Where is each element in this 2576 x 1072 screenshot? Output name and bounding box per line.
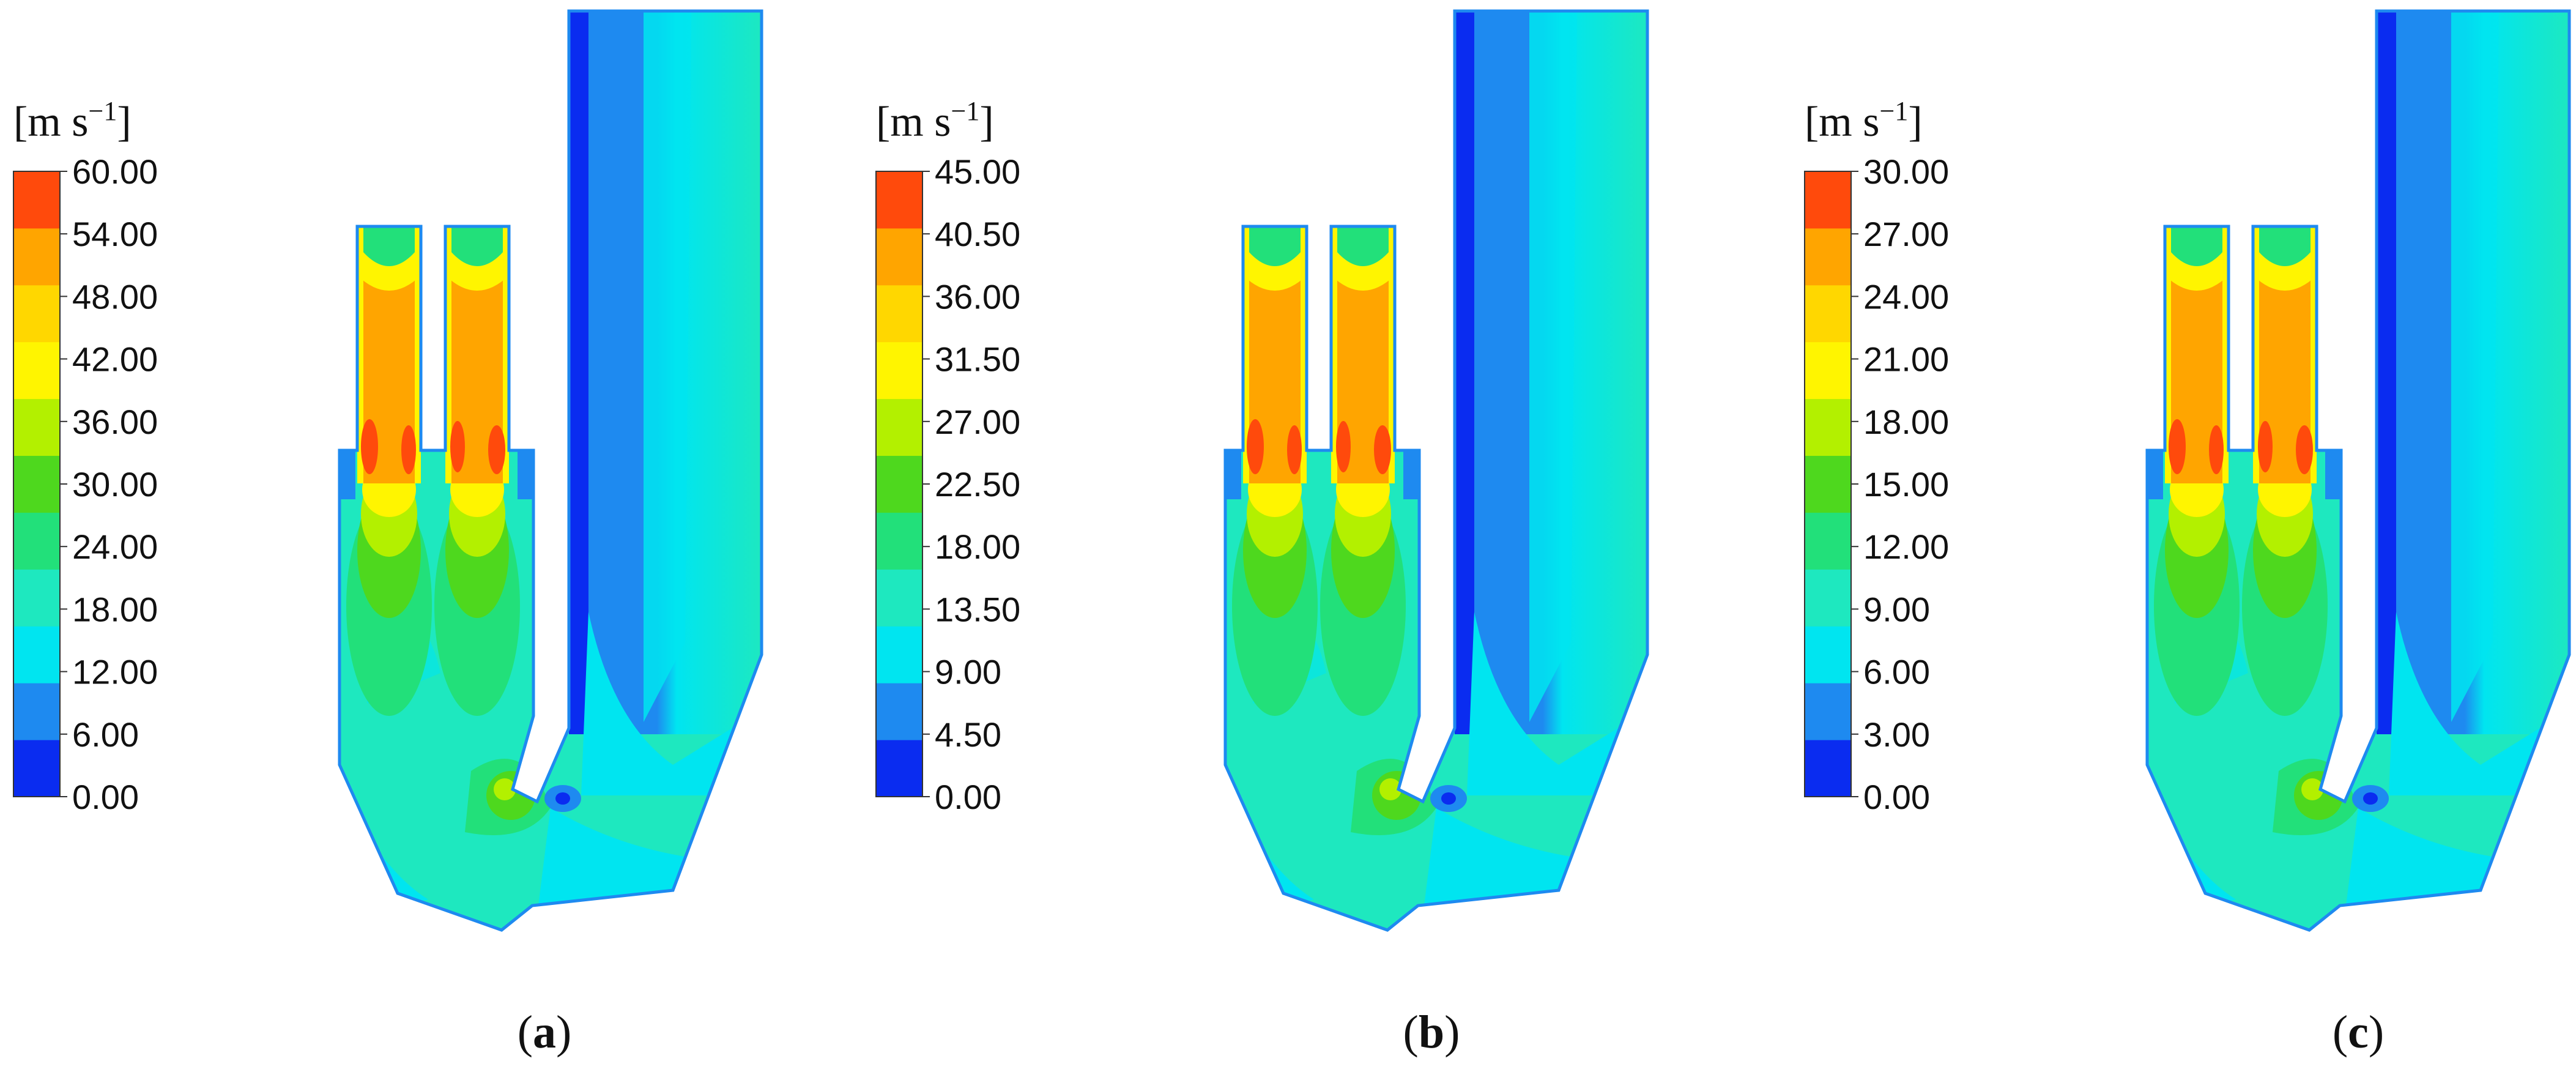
velocity-field-b [1216, 0, 1657, 979]
colorbar-a-tick-label: 54.00 [72, 215, 158, 253]
colorbar-a-swatch-8 [13, 285, 60, 343]
colorbar-a-swatch-10 [13, 171, 60, 229]
colorbar-a-swatch-3 [13, 569, 60, 627]
unit-label-a: [m s−1] [13, 96, 132, 146]
colorbar-b-tick-label: 27.00 [935, 403, 1020, 441]
colorbar-a-swatch-0 [13, 740, 60, 797]
colorbar-a: [m s−1] 60.00 54.00 48.00 42.00 36.00 30.00 24… [13, 96, 158, 816]
colorbar-c-tick-label: 30.00 [1863, 152, 1949, 191]
colorbar-b-swatch-8 [876, 285, 922, 343]
colorbar-c-tick-label: 0.00 [1863, 778, 1930, 816]
colorbar-b-tick-label: 13.50 [935, 590, 1020, 628]
colorbar-c-swatch-7 [1805, 341, 1851, 400]
panel-label-b: (b) [1403, 1007, 1460, 1058]
colorbar-c-swatch-9 [1805, 228, 1851, 286]
colorbar-b-tick-label: 22.50 [935, 465, 1020, 504]
colorbar-b-swatch-6 [876, 398, 922, 456]
panel-label-a: (a) [518, 1007, 572, 1058]
colorbar-b-swatch-4 [876, 512, 922, 570]
panel-a: [m s−1] 60.00 54.00 48.00 42.00 36.00 30.00 24… [13, 0, 771, 1058]
velocity-field-a [330, 0, 771, 979]
colorbar-c-swatch-10 [1805, 171, 1851, 229]
colorbar-a-tick-label: 48.00 [72, 277, 158, 316]
colorbar-b: [m s−1] 45.00 40.50 36.00 31.50 27.00 22.50 18… [875, 96, 1020, 816]
colorbar-c-swatch-4 [1805, 512, 1851, 570]
colorbar-a-tick-label: 18.00 [72, 590, 158, 628]
colorbar-b-tick-label: 31.50 [935, 340, 1020, 379]
colorbar-c-tick-label: 21.00 [1863, 340, 1949, 379]
colorbar-c-swatch-2 [1805, 626, 1851, 683]
unit-label-c: [m s−1] [1805, 96, 1923, 146]
colorbar-a-tick-label: 30.00 [72, 465, 158, 504]
colorbar-c-tick-label: 27.00 [1863, 215, 1949, 253]
colorbar-a-swatch-6 [13, 398, 60, 456]
colorbar-c: [m s−1] 30.00 27.00 24.00 21.00 18.00 15.00 12… [1804, 96, 1949, 816]
colorbar-a-tick-label: 60.00 [72, 152, 158, 191]
colorbar-a-tick-label: 36.00 [72, 403, 158, 441]
colorbar-c-tick-label: 24.00 [1863, 277, 1949, 316]
colorbar-b-swatch-10 [876, 171, 922, 229]
colorbar-b-tick-label: 18.00 [935, 527, 1020, 566]
colorbar-a-swatch-2 [13, 626, 60, 683]
colorbar-b-swatch-3 [876, 569, 922, 627]
colorbar-b-tick-label: 36.00 [935, 277, 1020, 316]
colorbar-a-swatch-5 [13, 455, 60, 513]
colorbar-a-swatch-7 [13, 341, 60, 400]
colorbar-a-swatch-9 [13, 228, 60, 286]
colorbar-b-tick-label: 40.50 [935, 215, 1020, 253]
colorbar-c-tick-label: 3.00 [1863, 715, 1930, 754]
colorbar-b-swatch-7 [876, 341, 922, 400]
colorbar-b-swatch-9 [876, 228, 922, 286]
colorbar-b-swatch-5 [876, 455, 922, 513]
colorbar-a-swatch-1 [13, 683, 60, 740]
colorbar-a-tick-label: 24.00 [72, 527, 158, 566]
colorbar-b-tick-label: 9.00 [935, 653, 1001, 691]
colorbar-c-tick-label: 18.00 [1863, 403, 1949, 441]
colorbar-a-swatch-4 [13, 512, 60, 570]
colorbar-c-swatch-1 [1805, 683, 1851, 740]
colorbar-a-tick-label: 6.00 [72, 715, 139, 754]
colorbar-c-tick-label: 12.00 [1863, 527, 1949, 566]
colorbar-a-tick-label: 42.00 [72, 340, 158, 379]
colorbar-c-tick-label: 15.00 [1863, 465, 1949, 504]
panel-label-c: (c) [2333, 1007, 2384, 1058]
colorbar-a-tick-label: 0.00 [72, 778, 139, 816]
colorbar-c-tick-label: 9.00 [1863, 590, 1930, 628]
colorbar-b-tick-label: 0.00 [935, 778, 1001, 816]
unit-label-b: [m s−1] [876, 96, 994, 146]
colorbar-c-swatch-8 [1805, 285, 1851, 343]
colorbar-b-tick-label: 45.00 [935, 152, 1020, 191]
panel-b: [m s−1] 45.00 40.50 36.00 31.50 27.00 22.50 18… [875, 0, 1657, 1058]
colorbar-b-swatch-2 [876, 626, 922, 683]
colorbar-c-swatch-0 [1805, 740, 1851, 797]
velocity-field-c [2138, 0, 2576, 979]
panel-c: [m s−1] 30.00 27.00 24.00 21.00 18.00 15.00 12… [1804, 0, 2576, 1058]
colorbar-c-tick-label: 6.00 [1863, 653, 1930, 691]
colorbar-b-tick-label: 4.50 [935, 715, 1001, 754]
colorbar-c-swatch-5 [1805, 455, 1851, 513]
colorbar-c-swatch-3 [1805, 569, 1851, 627]
colorbar-c-swatch-6 [1805, 398, 1851, 456]
colorbar-b-swatch-0 [876, 740, 922, 797]
colorbar-a-tick-label: 12.00 [72, 653, 158, 691]
colorbar-b-swatch-1 [876, 683, 922, 740]
